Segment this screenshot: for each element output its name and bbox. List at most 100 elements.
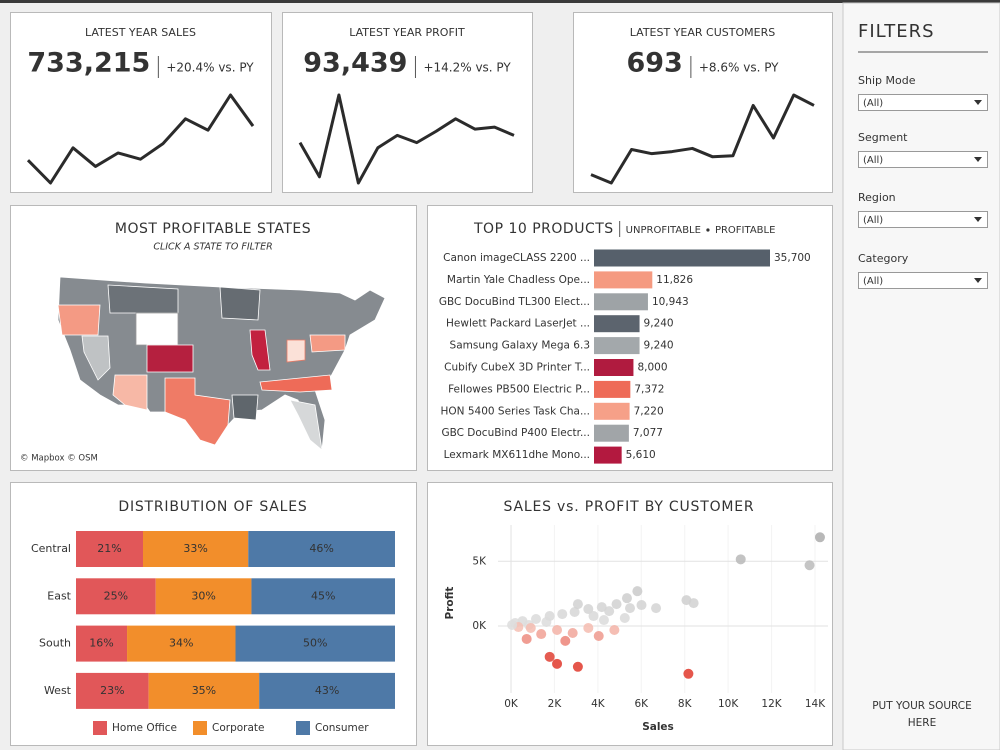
point[interactable] [688, 598, 699, 609]
point[interactable] [611, 599, 622, 610]
kpi-value: 93,439 [303, 48, 407, 79]
point[interactable] [609, 625, 620, 636]
point[interactable] [621, 593, 632, 604]
kpi-card [10, 12, 272, 193]
value-label: 7,220 [634, 405, 664, 417]
point[interactable] [560, 635, 571, 646]
bar[interactable] [594, 380, 631, 398]
state[interactable] [231, 394, 259, 421]
value-label: 35,700 [774, 252, 811, 264]
bar-segment[interactable] [248, 531, 395, 567]
point[interactable] [814, 532, 825, 543]
value-label: 50% [303, 637, 327, 650]
point[interactable] [507, 619, 518, 630]
state[interactable] [164, 377, 231, 446]
value-label: 25% [104, 589, 128, 602]
value-label: 21% [97, 542, 121, 555]
point[interactable] [541, 616, 552, 627]
point[interactable] [567, 628, 578, 638]
point[interactable] [625, 603, 635, 614]
point[interactable] [588, 611, 599, 622]
point[interactable] [572, 599, 583, 610]
bar[interactable] [594, 249, 770, 267]
point[interactable] [636, 600, 647, 611]
state[interactable] [112, 374, 148, 411]
point[interactable] [544, 651, 555, 662]
map-attribution: © Mapbox © OSM [20, 454, 98, 464]
bar[interactable] [594, 359, 634, 376]
bar[interactable] [594, 293, 648, 311]
filter-dropdown[interactable] [858, 211, 988, 228]
kpi-change: +14.2% vs. PY [423, 61, 511, 75]
point[interactable] [552, 658, 563, 669]
state[interactable] [107, 284, 179, 314]
bar-segment[interactable] [142, 531, 249, 567]
product-label: GBC DocuBind TL300 Elect... [439, 296, 590, 308]
bar-segment[interactable] [235, 625, 396, 662]
bar[interactable] [594, 315, 640, 333]
kpi-card [282, 12, 533, 193]
point[interactable] [683, 668, 694, 679]
us-map[interactable] [57, 276, 386, 451]
value-label: 7,372 [634, 383, 664, 395]
state[interactable] [289, 399, 323, 451]
filter-dropdown[interactable] [858, 151, 988, 168]
state[interactable] [259, 374, 333, 393]
bar-segment[interactable] [127, 625, 236, 662]
product-label: Canon imageCLASS 2200 ... [443, 252, 590, 264]
state[interactable] [219, 286, 261, 321]
filter-dropdown[interactable] [858, 94, 988, 111]
filter-value: (All) [863, 276, 883, 287]
bar-segment[interactable] [155, 578, 252, 615]
bar[interactable] [594, 402, 630, 420]
state[interactable] [146, 344, 194, 373]
bar-segment[interactable] [76, 672, 149, 709]
point[interactable] [604, 606, 615, 617]
bar-segment[interactable] [259, 672, 395, 709]
kpi-value: 693 [626, 48, 682, 79]
value-label: 23% [100, 684, 124, 697]
bar[interactable] [594, 337, 640, 355]
bar[interactable] [594, 271, 653, 289]
point[interactable] [552, 625, 563, 636]
bar-segment[interactable] [76, 625, 128, 662]
bar-segment[interactable] [251, 578, 395, 615]
point[interactable] [536, 629, 547, 640]
bar[interactable] [594, 446, 622, 464]
point[interactable] [598, 615, 609, 626]
point[interactable] [619, 612, 630, 623]
point[interactable] [596, 602, 607, 613]
sparkline [26, 93, 255, 185]
bar-segment[interactable] [76, 578, 156, 615]
bar[interactable] [594, 424, 629, 442]
sparkline [590, 93, 815, 185]
x-tick-label: 14K [805, 698, 826, 710]
point[interactable] [525, 622, 536, 633]
point[interactable] [583, 604, 594, 615]
point[interactable] [521, 633, 532, 644]
point[interactable] [557, 609, 568, 620]
dropdown-arrow [974, 100, 982, 105]
map-title: MOST PROFITABLE STATES [115, 221, 311, 237]
state[interactable] [135, 312, 179, 346]
value-label: 8,000 [637, 362, 667, 374]
filter-dropdown[interactable] [858, 272, 988, 289]
state[interactable] [81, 335, 111, 381]
point[interactable] [804, 560, 815, 571]
point[interactable] [735, 554, 746, 565]
state[interactable] [286, 339, 306, 363]
state[interactable] [57, 304, 101, 336]
bar-segment[interactable] [148, 672, 260, 709]
point[interactable] [569, 607, 580, 618]
point[interactable] [572, 661, 583, 672]
product-label: Cubify CubeX 3D Printer T... [444, 362, 590, 374]
y-axis-title: Profit [444, 587, 456, 620]
state[interactable] [309, 334, 346, 353]
point[interactable] [593, 630, 604, 641]
point[interactable] [530, 614, 541, 625]
point[interactable] [583, 622, 594, 633]
point[interactable] [632, 586, 643, 597]
bar-segment[interactable] [76, 531, 143, 567]
point[interactable] [651, 603, 662, 614]
state[interactable] [249, 329, 271, 371]
